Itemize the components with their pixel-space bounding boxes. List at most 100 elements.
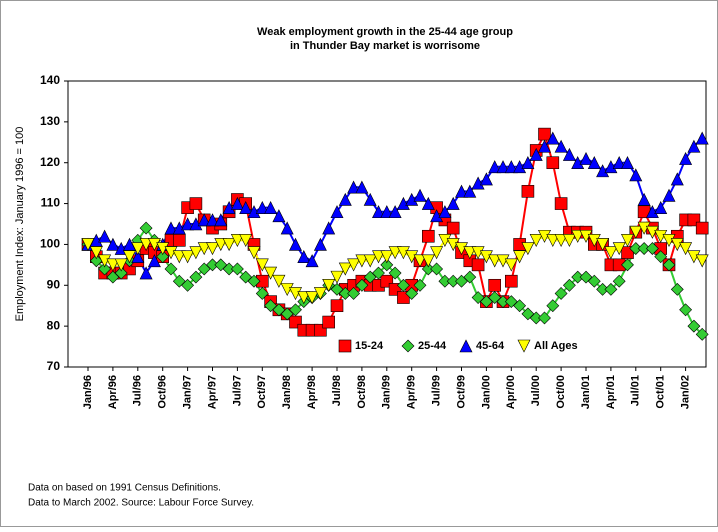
- marker: [695, 327, 709, 341]
- marker: [621, 156, 634, 170]
- legend-marker: [338, 339, 352, 353]
- marker: [546, 156, 560, 170]
- marker: [405, 287, 419, 300]
- marker: [380, 250, 394, 264]
- marker: [538, 127, 551, 141]
- marker: [239, 200, 253, 214]
- y-tick-label: 70: [47, 359, 61, 373]
- marker: [247, 274, 261, 288]
- marker: [554, 139, 568, 153]
- x-tick-label: Jan/97: [182, 375, 194, 409]
- marker: [430, 262, 444, 276]
- marker: [621, 234, 634, 248]
- x-tick-label: Apr/00: [505, 375, 517, 409]
- marker: [372, 266, 385, 280]
- marker: [330, 270, 344, 284]
- marker: [189, 270, 203, 284]
- marker: [164, 262, 178, 276]
- marker: [230, 234, 244, 248]
- marker: [297, 250, 311, 263]
- marker: [521, 156, 535, 170]
- marker: [654, 200, 668, 214]
- marker: [106, 258, 120, 272]
- marker: [413, 278, 427, 292]
- marker: [587, 156, 601, 170]
- marker: [488, 278, 502, 292]
- marker: [222, 238, 236, 252]
- x-tick-label: Apr/97: [206, 375, 218, 409]
- marker: [313, 237, 327, 251]
- x-tick-label: Jul/00: [530, 375, 542, 406]
- x-tick-label: Oct/98: [356, 375, 368, 409]
- marker: [612, 242, 626, 256]
- marker: [247, 246, 261, 260]
- marker: [479, 172, 493, 186]
- marker: [338, 192, 352, 206]
- marker: [172, 250, 186, 264]
- x-tick-label: Jul/98: [331, 375, 343, 406]
- marker: [255, 200, 269, 214]
- x-tick-label: Apr/96: [107, 375, 119, 409]
- marker: [513, 250, 527, 264]
- chart-title: Weak employment growth in the 25-44 age …: [257, 26, 513, 38]
- x-tick-label: Oct/97: [256, 375, 268, 409]
- marker: [529, 234, 543, 248]
- marker: [521, 242, 535, 256]
- marker: [355, 278, 369, 292]
- marker: [156, 250, 170, 264]
- marker: [239, 234, 253, 248]
- marker: [147, 254, 161, 268]
- legend-marker: [459, 339, 473, 353]
- marker: [289, 303, 302, 317]
- legend-label: 15-24: [355, 340, 384, 352]
- marker: [181, 217, 195, 231]
- marker: [538, 311, 551, 325]
- marker: [546, 131, 560, 145]
- legend-marker: [401, 339, 415, 353]
- chart-title: in Thunder Bay market is worrisome: [290, 40, 480, 52]
- y-tick-label: 110: [41, 196, 61, 210]
- marker: [679, 242, 693, 256]
- x-tick-label: Jul/99: [431, 375, 443, 406]
- marker: [305, 254, 319, 268]
- marker: [488, 160, 502, 174]
- y-tick-label: 100: [40, 237, 60, 251]
- marker: [504, 274, 518, 288]
- marker: [230, 262, 244, 276]
- marker: [637, 192, 651, 206]
- marker: [322, 221, 336, 235]
- x-tick-label: Oct/99: [455, 375, 467, 409]
- marker: [89, 246, 103, 260]
- marker: [504, 258, 518, 272]
- marker: [463, 246, 477, 260]
- marker: [612, 156, 626, 170]
- note: Data on based on 1991 Census Definitions…: [28, 483, 221, 494]
- marker: [571, 229, 585, 243]
- marker: [181, 278, 195, 292]
- marker: [272, 209, 286, 223]
- marker: [139, 221, 153, 235]
- marker: [504, 160, 518, 174]
- marker: [579, 151, 593, 165]
- marker: [562, 147, 576, 161]
- marker: [438, 205, 452, 219]
- marker: [413, 254, 427, 268]
- marker: [604, 246, 618, 260]
- marker: [554, 197, 568, 210]
- marker: [471, 258, 485, 272]
- marker: [181, 250, 195, 264]
- marker: [687, 139, 701, 153]
- note: Data to March 2002. Source: Labour Force…: [28, 498, 254, 509]
- marker: [388, 246, 402, 260]
- marker: [621, 258, 634, 272]
- marker: [230, 196, 244, 210]
- marker: [214, 238, 228, 252]
- marker: [496, 160, 510, 174]
- marker: [131, 250, 145, 263]
- marker: [330, 299, 344, 313]
- marker: [114, 266, 128, 280]
- marker: [197, 242, 211, 256]
- marker: [197, 213, 211, 227]
- marker: [139, 266, 153, 280]
- marker: [463, 270, 477, 284]
